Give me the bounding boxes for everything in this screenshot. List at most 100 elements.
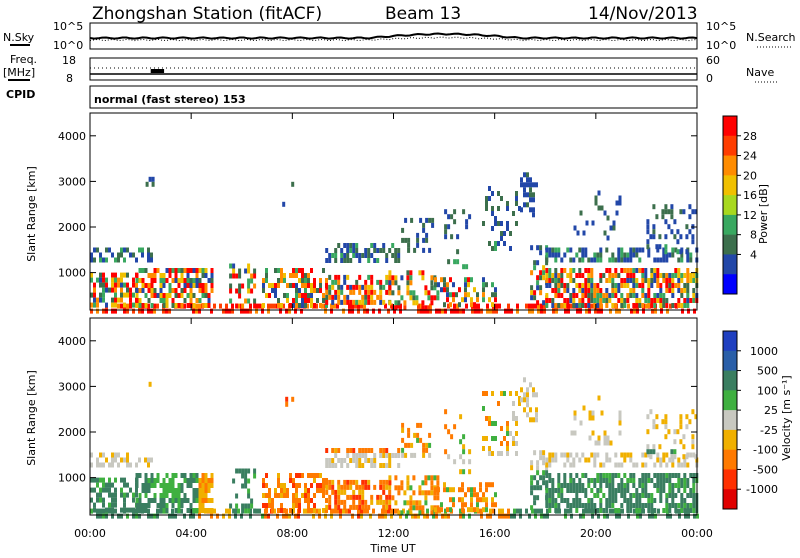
heatmap-cell	[310, 268, 313, 273]
heatmap-cell	[340, 299, 344, 305]
heatmap-cell	[566, 298, 570, 303]
heatmap-cell	[554, 247, 558, 253]
heatmap-cell	[539, 275, 543, 281]
heatmap-cell	[476, 492, 479, 498]
heatmap-cell	[301, 278, 304, 283]
heatmap-cell	[171, 503, 175, 508]
heatmap-cell	[285, 508, 288, 514]
heatmap-cell	[261, 308, 264, 314]
heatmap-cell	[357, 513, 360, 519]
heatmap-cell	[409, 510, 413, 516]
heatmap-cell	[560, 483, 564, 488]
heatmap-cell	[597, 205, 601, 211]
heatmap-cell	[461, 487, 464, 493]
heatmap-cell	[677, 473, 681, 478]
heatmap-cell	[148, 176, 152, 182]
heatmap-cell	[659, 298, 663, 303]
heatmap-cell	[597, 190, 601, 196]
heatmap-cell	[654, 513, 657, 519]
heatmap-cell	[174, 498, 178, 503]
heatmap-cell	[337, 484, 341, 490]
heatmap-cell	[352, 499, 356, 505]
heatmap-cell	[372, 508, 375, 514]
heatmap-cell	[373, 484, 377, 490]
heatmap-cell	[677, 278, 681, 283]
heatmap-cell	[623, 252, 627, 258]
heatmap-cell	[548, 478, 552, 483]
heatmap-cell	[96, 462, 99, 468]
heatmap-cell	[108, 247, 111, 253]
heatmap-cell	[148, 381, 152, 387]
heatmap-cell	[303, 508, 306, 514]
heatmap-cell	[584, 293, 588, 298]
heatmap-cell	[111, 497, 114, 503]
heatmap-cell	[465, 224, 469, 230]
heatmap-cell	[587, 288, 591, 293]
heatmap-cell	[376, 494, 380, 500]
heatmap-cell	[412, 475, 416, 481]
heatmap-cell	[509, 431, 512, 436]
heatmap-cell	[373, 453, 377, 458]
heatmap-cell	[391, 495, 395, 501]
heatmap-cell	[93, 507, 96, 513]
heatmap-cell	[443, 302, 446, 308]
heatmap-cell	[168, 513, 171, 519]
heatmap-cell	[681, 308, 684, 314]
heatmap-cell	[666, 308, 669, 314]
heatmap-cell	[597, 395, 601, 401]
heatmap-cell	[358, 289, 362, 295]
heatmap-cell	[274, 283, 277, 288]
heatmap-cell	[569, 508, 573, 513]
heatmap-cell	[638, 508, 642, 513]
heatmap-cell	[99, 452, 102, 458]
heatmap-cell	[283, 483, 286, 488]
heatmap-cell	[539, 250, 543, 256]
heatmap-cell	[554, 257, 558, 263]
x-axis-ticks: 00:00 04:00 08:00 12:00 16:00 20:00 00:00	[74, 113, 713, 540]
heatmap-cell	[533, 450, 537, 456]
heatmap-cell	[689, 503, 693, 508]
heatmap-cell	[560, 493, 564, 498]
heatmap-cell	[388, 248, 392, 253]
heatmap-cell	[551, 488, 555, 493]
heatmap-cell	[301, 273, 304, 278]
heatmap-cell	[686, 278, 690, 283]
heatmap-cell	[117, 257, 120, 263]
heatmap-cell	[455, 292, 458, 298]
heatmap-cell	[409, 485, 413, 491]
heatmap-cell	[535, 182, 538, 188]
heatmap-cell	[93, 287, 96, 293]
heatmap-cell	[379, 248, 383, 253]
heatmap-cell	[626, 252, 630, 258]
heatmap-cell	[316, 483, 319, 488]
heatmap-cell	[485, 482, 488, 488]
heatmap-cell	[346, 253, 350, 258]
heatmap-cell	[531, 303, 534, 309]
heatmap-cell	[653, 473, 657, 478]
heatmap-cell	[346, 463, 350, 468]
heatmap-cell	[685, 249, 689, 255]
heatmap-cell	[138, 493, 142, 498]
heatmap-cell	[159, 483, 163, 488]
heatmap-cell	[614, 493, 618, 498]
heatmap-cell	[548, 252, 552, 258]
heatmap-cell	[141, 288, 145, 293]
heatmap-cell	[255, 508, 258, 514]
heatmap-cell	[376, 279, 380, 285]
heatmap-cell	[108, 507, 111, 513]
heatmap-cell	[180, 288, 184, 293]
heatmap-cell	[388, 475, 392, 481]
heatmap-cell	[307, 298, 310, 303]
heatmap-cell	[569, 483, 573, 488]
heatmap-cell	[494, 246, 497, 251]
heatmap-cell	[536, 495, 540, 501]
heatmap-cell	[292, 268, 295, 273]
heatmap-cell	[138, 457, 141, 463]
heatmap-cell	[529, 382, 532, 388]
heatmap-cell	[204, 483, 208, 488]
heatmap-cell	[668, 483, 672, 488]
heatmap-cell	[446, 487, 449, 493]
heatmap-cell	[171, 298, 175, 303]
heatmap-cell	[545, 498, 549, 503]
heatmap-cell	[247, 468, 251, 474]
